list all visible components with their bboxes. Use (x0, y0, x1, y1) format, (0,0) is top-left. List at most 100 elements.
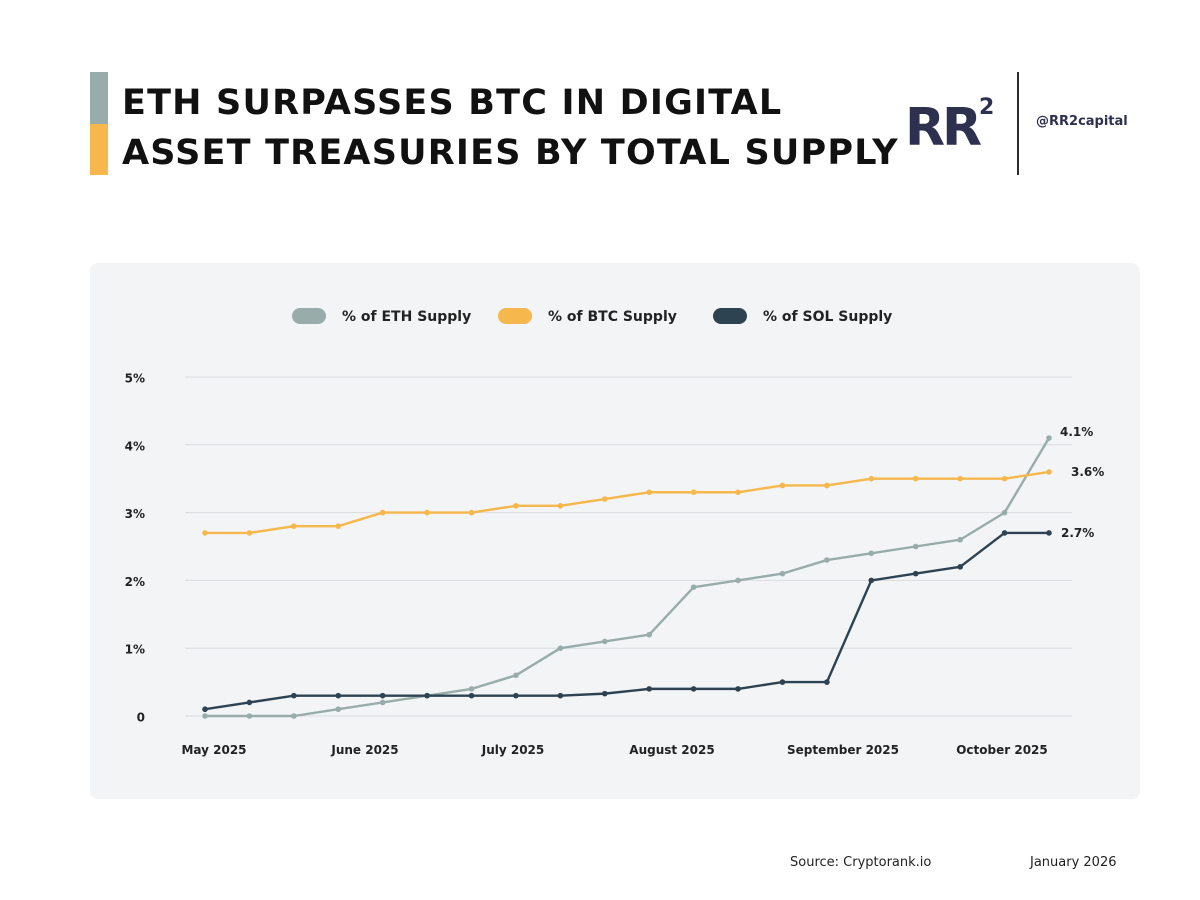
data-point (379, 509, 386, 516)
data-point (690, 686, 697, 692)
legend-swatch (713, 308, 747, 324)
series-sol (202, 530, 1052, 713)
data-point (513, 692, 519, 699)
title-line-1: ETH SURPASSES BTC IN DIGITAL (122, 83, 783, 123)
data-point (246, 713, 253, 719)
date-label: January 2026 (1030, 855, 1117, 870)
data-point (735, 577, 741, 584)
x-tick-label: October 2025 (956, 743, 1048, 757)
data-point (957, 475, 963, 482)
data-point (1046, 469, 1052, 475)
data-point (646, 686, 653, 692)
chart-legend: % of ETH Supply % of BTC Supply % of SOL S… (292, 308, 892, 325)
data-point (824, 557, 830, 563)
data-point (690, 489, 697, 496)
data-point (335, 692, 342, 699)
y-tick-label: 4% (125, 439, 145, 453)
y-tick-label: 5% (125, 372, 145, 386)
end-label: 3.6% (1071, 465, 1104, 479)
data-point (424, 692, 430, 699)
data-point (335, 523, 342, 529)
x-tick-label: August 2025 (629, 743, 714, 757)
data-point (735, 489, 741, 496)
logo-divider (1017, 72, 1019, 175)
data-point (779, 679, 786, 685)
data-point (735, 686, 741, 692)
data-point (601, 690, 608, 697)
series-eth (202, 435, 1052, 719)
end-label: 4.1% (1060, 425, 1093, 439)
data-point (779, 482, 786, 489)
data-point (1046, 530, 1052, 536)
legend-item: % of SOL Supply (713, 308, 892, 325)
data-point (557, 503, 564, 509)
line-chart: % of ETH Supply % of BTC Supply % of SOL S… (125, 308, 1104, 757)
data-point (957, 536, 963, 543)
data-point (468, 509, 475, 516)
data-point (291, 713, 297, 719)
data-point (202, 530, 208, 536)
series-line (203, 470, 1051, 535)
data-point (335, 706, 342, 713)
data-point (379, 699, 386, 706)
accent-bar-bottom (90, 124, 108, 175)
x-tick-label: June 2025 (330, 743, 398, 757)
data-point (779, 570, 786, 577)
legend-label: % of BTC Supply (548, 309, 677, 325)
end-label: 2.7% (1061, 526, 1094, 540)
y-tick-label: 3% (125, 507, 145, 521)
data-point (291, 523, 297, 529)
data-point (601, 638, 608, 645)
logo-superscript: 2 (979, 95, 994, 120)
legend-item: % of BTC Supply (498, 308, 677, 325)
data-point (868, 475, 875, 482)
data-point (824, 482, 830, 489)
data-point (424, 509, 430, 516)
social-handle[interactable]: @RR2capital (1036, 114, 1128, 129)
data-point (1001, 530, 1008, 536)
data-point (557, 692, 564, 699)
series-line (203, 436, 1051, 718)
source-label: Source: Cryptorank.io (790, 855, 932, 870)
legend-label: % of ETH Supply (342, 309, 471, 325)
data-point (468, 686, 475, 692)
data-point (957, 564, 963, 570)
data-point (912, 570, 919, 577)
y-tick-label: 1% (125, 643, 145, 657)
data-point (868, 550, 875, 557)
legend-item: % of ETH Supply (292, 308, 471, 325)
series-end-labels: 4.1% 3.6% 2.7% (1060, 425, 1104, 540)
data-point (246, 530, 253, 536)
data-point (646, 631, 653, 638)
y-tick-label: 2% (125, 575, 145, 589)
data-point (379, 692, 386, 699)
x-tick-label: July 2025 (481, 743, 545, 757)
data-point (557, 645, 564, 651)
data-point (246, 699, 253, 706)
data-point (912, 475, 919, 482)
data-point (868, 577, 875, 584)
y-axis-ticks: 0 1% 2% 3% 4% 5% (125, 372, 145, 725)
data-point (513, 503, 519, 509)
data-point (202, 706, 208, 713)
y-tick-label: 0 (137, 711, 145, 725)
data-point (202, 713, 208, 719)
x-tick-label: May 2025 (181, 743, 246, 757)
logo-text: RR (905, 98, 981, 152)
series-line (203, 531, 1051, 711)
chart-series (202, 435, 1052, 719)
data-point (601, 496, 608, 502)
data-point (912, 543, 919, 550)
series-btc (202, 469, 1052, 536)
chart-gridlines (185, 376, 1072, 717)
data-point (1001, 475, 1008, 482)
title-line-2: ASSET TREASURIES BY TOTAL SUPPLY (122, 133, 899, 173)
title-accent-bar (90, 72, 108, 175)
legend-swatch (498, 308, 532, 324)
data-point (690, 584, 697, 590)
data-point (1001, 509, 1008, 516)
legend-label: % of SOL Supply (763, 309, 892, 325)
data-point (468, 692, 475, 699)
x-axis-ticks: May 2025 June 2025 July 2025 August 2025 Sep… (181, 743, 1047, 757)
chart-card: % of ETH Supply % of BTC Supply % of SOL S… (90, 263, 1140, 799)
